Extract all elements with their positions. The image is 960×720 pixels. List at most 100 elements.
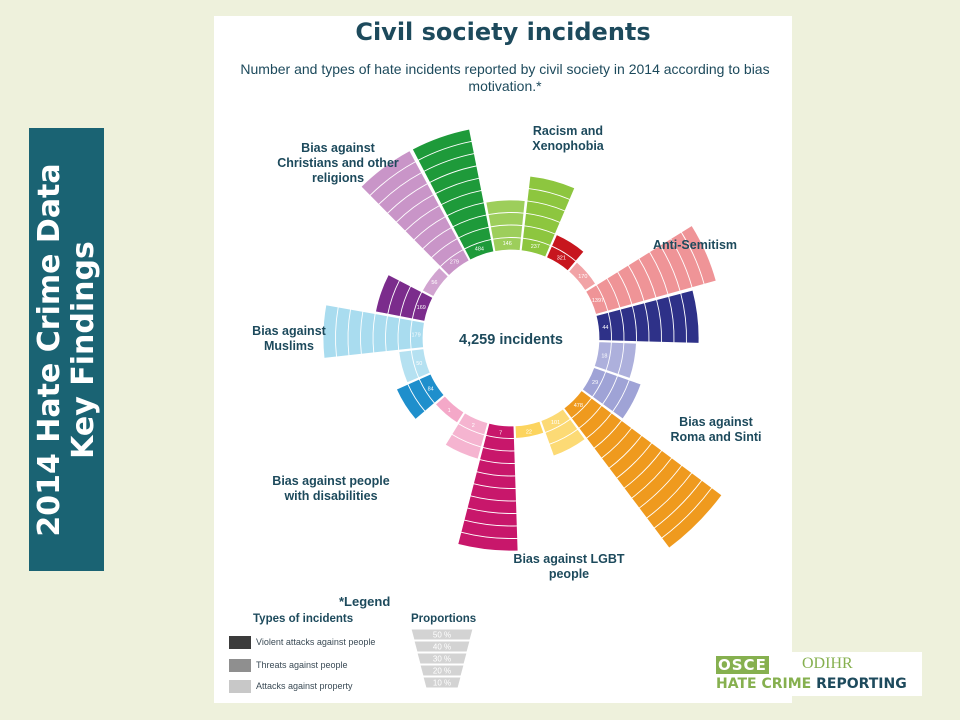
segment-value-4-violent: 7 [499, 430, 502, 436]
chart-subtitle: Number and types of hate incidents repor… [240, 61, 770, 94]
segment-band-0-2 [527, 200, 566, 212]
segment-band-2-0 [619, 309, 625, 342]
segment-band-5-0 [418, 378, 435, 404]
segment-band-4-0 [463, 519, 518, 527]
proportion-band-1 [413, 640, 471, 653]
segment-band-4-0 [479, 459, 516, 464]
chart-segments [322, 128, 723, 552]
segment-value-5-violent: 84 [428, 387, 434, 393]
proportion-label-3: 20 % [433, 667, 451, 676]
segment-band-0-0 [441, 189, 482, 206]
proportion-label-0: 50 % [433, 631, 451, 640]
segment-6-threats [421, 267, 449, 298]
label-lgbt-1: Bias against LGBT [513, 552, 624, 566]
logo-osce: OSCE [716, 656, 770, 674]
segment-band-5-0 [407, 383, 426, 412]
proportion-band-3 [419, 664, 465, 677]
segment-band-6-2 [413, 216, 446, 241]
proportion-band-4 [422, 676, 462, 689]
segment-band-3-0 [601, 427, 633, 459]
segment-band-3-0 [616, 442, 653, 479]
segment-value-2-property: 29 [592, 380, 598, 386]
segment-band-4-0 [470, 495, 517, 502]
segment-band-2-2 [592, 371, 607, 398]
segment-band-3-0 [623, 450, 663, 489]
segment-band-2-2 [602, 375, 618, 405]
segment-band-4-1 [451, 433, 482, 448]
segment-band-2-0 [680, 293, 687, 343]
segment-band-0-2 [528, 188, 571, 200]
legend-type-violent: Violent attacks against people [229, 635, 375, 649]
segment-band-0-2 [525, 212, 561, 223]
center-total-label: 4,259 incidents [459, 332, 563, 348]
segment-6-property [360, 150, 470, 277]
segment-4-threats [444, 412, 489, 460]
label-christians-3: religions [312, 171, 364, 185]
segment-0-violent [411, 128, 495, 261]
legend-label-property: Attacks against property [256, 681, 353, 691]
segment-band-2-1 [617, 342, 625, 375]
segment-value-2-threats: 18 [601, 353, 607, 359]
segment-band-4-1 [458, 423, 485, 436]
segment-band-0-0 [423, 153, 475, 172]
legend-type-property: Attacks against property [229, 679, 353, 693]
segment-band-6-2 [422, 227, 452, 250]
segment-value-5-property: 179 [411, 333, 420, 339]
logo-odihr: ODIHR [802, 655, 853, 672]
slide-panel [214, 16, 792, 703]
segment-band-6-2 [387, 183, 428, 214]
segment-band-4-0 [467, 507, 517, 514]
legend-type-threats: Threats against people [229, 658, 348, 672]
proportion-label-1: 40 % [433, 643, 451, 652]
segment-band-0-0 [435, 177, 480, 194]
segment-band-3-0 [653, 479, 703, 529]
legend-swatch-threats [229, 658, 251, 672]
segment-band-0-0 [458, 226, 490, 239]
segment-value-0-violent: 484 [475, 246, 484, 252]
segment-band-3-0 [593, 420, 623, 449]
proportions-legend: 50 % 40 % 30 % 20 % 10 % [410, 628, 474, 689]
segment-band-4-0 [460, 531, 518, 539]
segment-band-3-1 [549, 428, 578, 445]
segment-3-violent [563, 390, 723, 549]
label-antisemitism: Anti-Semitism [653, 238, 737, 252]
segment-band-4-0 [473, 483, 516, 489]
label-christians-2: Christians and other [277, 156, 399, 170]
segment-value-3-threats: 101 [551, 420, 560, 426]
legend-proportions-title: Proportions [411, 613, 477, 625]
segment-band-6-2 [378, 172, 422, 205]
segment-value-5-threats: 50 [416, 361, 422, 367]
segment-band-4-0 [482, 446, 515, 452]
segment-band-0-1 [488, 212, 524, 216]
ring-labels: 484 146 237 321 170 1397 44 18 29 478 101 22 7 2 1 84 50… [411, 241, 608, 436]
segment-3-threats [540, 408, 586, 457]
proportion-label-4: 10 % [433, 679, 451, 688]
label-racism-1: Racism and [533, 124, 603, 138]
segment-band-3-0 [638, 464, 683, 509]
segment-1-threats [568, 261, 597, 292]
segment-band-2-2 [612, 379, 630, 412]
segment-band-3-0 [661, 487, 713, 539]
segment-value-3-violent: 478 [574, 403, 583, 409]
segment-value-4-threats: 2 [472, 423, 475, 429]
label-muslims-1: Bias against [252, 324, 326, 338]
segment-6-violent [375, 274, 434, 322]
logo-hate-crime-reporting: HATE CRIME REPORTING [716, 676, 907, 692]
legend-swatch-violent [229, 635, 251, 649]
segment-band-6-2 [404, 205, 440, 232]
segment-band-5-2 [385, 315, 388, 352]
segment-band-0-0 [452, 214, 487, 228]
segment-band-4-0 [485, 434, 515, 439]
segment-band-3-0 [586, 412, 613, 439]
segment-4-property [434, 395, 465, 424]
segment-band-3-0 [631, 457, 673, 499]
segment-value-2-violent: 44 [602, 325, 608, 331]
logo-hcr-part1: HATE CRIME [716, 676, 817, 692]
segment-band-5-1 [410, 350, 420, 378]
label-racism-2: Xenophobia [532, 139, 605, 153]
segment-band-3-1 [544, 418, 571, 433]
legend-label-threats: Threats against people [256, 660, 348, 670]
segment-band-0-2 [522, 237, 551, 246]
segment-band-2-0 [668, 296, 675, 343]
segment-band-1-2 [659, 245, 681, 292]
